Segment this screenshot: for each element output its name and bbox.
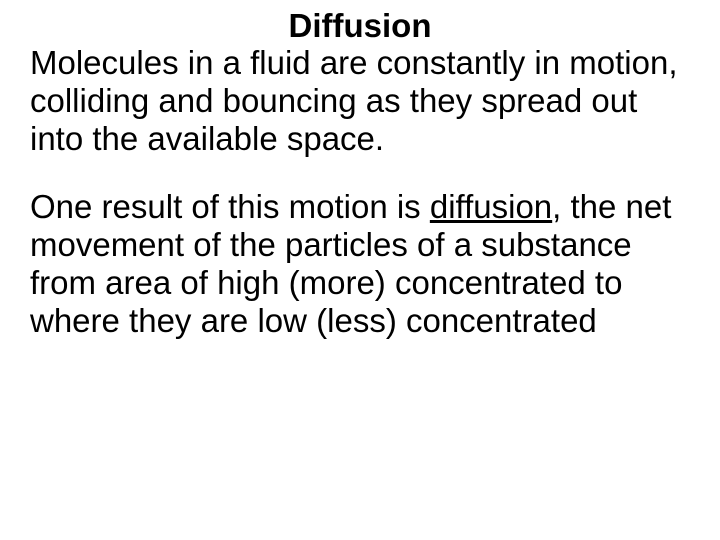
- slide-container: Diffusion Molecules in a fluid are const…: [0, 0, 720, 540]
- paragraph-2: One result of this motion is diffusion, …: [30, 188, 690, 340]
- paragraph-1: Molecules in a fluid are constantly in m…: [30, 44, 690, 158]
- paragraph-2-underlined-term: diffusion: [430, 188, 552, 225]
- paragraph-2-prefix: One result of this motion is: [30, 188, 430, 225]
- slide-title: Diffusion: [30, 8, 690, 44]
